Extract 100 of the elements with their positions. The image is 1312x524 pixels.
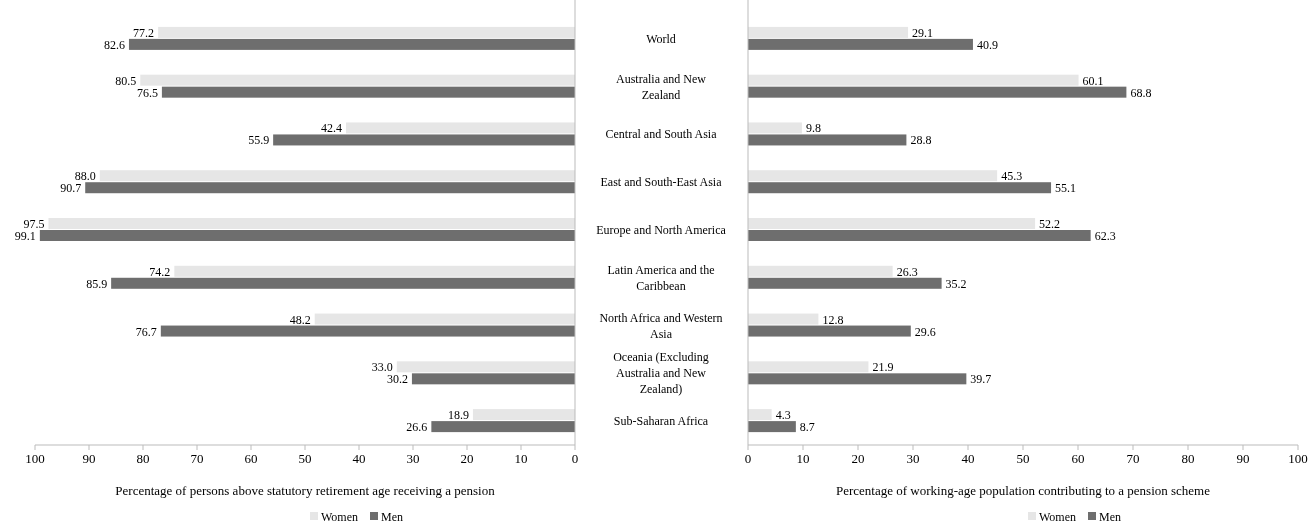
data-label: 26.6 <box>406 420 428 435</box>
bar <box>160 325 575 337</box>
bar <box>748 409 772 421</box>
x-tick-label: 100 <box>1288 451 1308 466</box>
bar <box>748 325 911 337</box>
bar <box>472 409 575 421</box>
data-label: 45.3 <box>1001 169 1023 184</box>
legend-label: Women <box>321 510 359 524</box>
bar <box>396 361 575 373</box>
data-label: 12.8 <box>822 312 844 327</box>
bar <box>99 170 575 182</box>
data-label: 8.7 <box>799 420 815 435</box>
x-tick-label: 70 <box>190 451 204 466</box>
data-label: 82.6 <box>103 37 125 52</box>
bar <box>314 313 575 325</box>
data-label: 76.5 <box>136 85 158 100</box>
data-label: 77.2 <box>133 25 155 40</box>
bar <box>748 265 893 277</box>
data-label: 60.1 <box>1082 73 1104 88</box>
bar <box>748 170 998 182</box>
data-label: 68.8 <box>1130 85 1152 100</box>
bar <box>748 134 907 146</box>
data-label: 62.3 <box>1094 229 1116 243</box>
x-tick-label: 0 <box>571 451 579 466</box>
data-label: 28.8 <box>910 133 932 148</box>
data-label: 29.6 <box>914 324 936 339</box>
bar <box>748 86 1127 98</box>
data-label: 55.1 <box>1055 181 1077 196</box>
x-tick-label: 0 <box>744 451 752 466</box>
bar <box>161 86 575 98</box>
x-axis-title: Percentage of persons above statutory retirement age receiving a pension <box>115 483 496 498</box>
bar <box>273 134 575 146</box>
bar <box>411 373 575 385</box>
y-tick-label: Latin America and the Caribbean <box>607 262 715 293</box>
y-tick-label: World <box>646 31 676 46</box>
x-tick-label: 80 <box>136 451 150 466</box>
data-label: 26.3 <box>896 264 918 279</box>
x-tick-label: 20 <box>460 451 474 466</box>
x-tick-label: 10 <box>514 451 528 466</box>
x-tick-label: 20 <box>851 451 865 466</box>
data-label: 39.7 <box>970 372 992 387</box>
bar <box>111 277 575 289</box>
bar <box>748 313 819 325</box>
x-tick-label: 40 <box>352 451 366 466</box>
data-label: 30.2 <box>386 372 408 387</box>
bar <box>48 218 575 229</box>
bar <box>748 74 1079 86</box>
x-tick-label: 90 <box>82 451 96 466</box>
y-tick-label: East and South-East Asia <box>600 175 723 190</box>
data-label: 35.2 <box>945 276 967 291</box>
y-tick-label: Central and South Asia <box>605 127 718 142</box>
bar <box>748 122 802 134</box>
data-label: 42.4 <box>321 121 343 136</box>
bar <box>128 38 575 50</box>
data-label: 29.1 <box>912 25 934 40</box>
bar <box>346 122 575 134</box>
data-label: 90.7 <box>60 181 82 196</box>
y-tick-label: Sub-Saharan Africa <box>613 414 709 429</box>
y-tick-label: Europe and North America <box>596 223 727 237</box>
bar <box>140 74 575 86</box>
x-tick-label: 90 <box>1236 451 1250 466</box>
data-label: 18.9 <box>447 408 469 423</box>
x-tick-label: 60 <box>1071 451 1085 466</box>
data-label: 33.0 <box>371 360 393 375</box>
bar <box>748 230 1091 241</box>
data-label: 9.8 <box>805 121 821 136</box>
y-tick-label: Oceania (Excluding Australia and New Zealand) <box>613 350 709 397</box>
legend-label: Men <box>1099 510 1121 524</box>
x-tick-label: 30 <box>906 451 920 466</box>
data-label: 21.9 <box>872 360 894 375</box>
bar <box>748 182 1052 194</box>
x-tick-label: 80 <box>1181 451 1195 466</box>
data-label: 4.3 <box>775 408 791 423</box>
bar <box>748 218 1036 229</box>
x-tick-label: 100 <box>25 451 45 466</box>
data-label: 74.2 <box>149 264 171 279</box>
data-label: 40.9 <box>976 37 998 52</box>
bar <box>174 265 575 277</box>
bar <box>748 373 967 385</box>
data-label: 52.2 <box>1039 217 1061 231</box>
y-tick-label: North Africa and Western Asia <box>599 310 723 341</box>
x-axis-title: Percentage of working-age population contributing to a pension scheme <box>835 483 1211 498</box>
data-label: 80.5 <box>115 73 137 88</box>
data-label: 55.9 <box>248 133 270 148</box>
bar <box>158 26 575 38</box>
bar <box>748 26 909 38</box>
x-tick-label: 60 <box>244 451 258 466</box>
bar <box>85 182 575 194</box>
legend-label: Women <box>1039 510 1077 524</box>
x-tick-label: 40 <box>961 451 975 466</box>
x-tick-label: 10 <box>796 451 810 466</box>
bar <box>748 38 973 50</box>
bar <box>431 421 575 433</box>
bar <box>748 361 869 373</box>
bar <box>748 421 796 433</box>
data-label: 76.7 <box>135 324 157 339</box>
x-tick-label: 50 <box>298 451 312 466</box>
x-tick-label: 30 <box>406 451 420 466</box>
data-label: 48.2 <box>289 312 311 327</box>
x-tick-label: 50 <box>1016 451 1030 466</box>
